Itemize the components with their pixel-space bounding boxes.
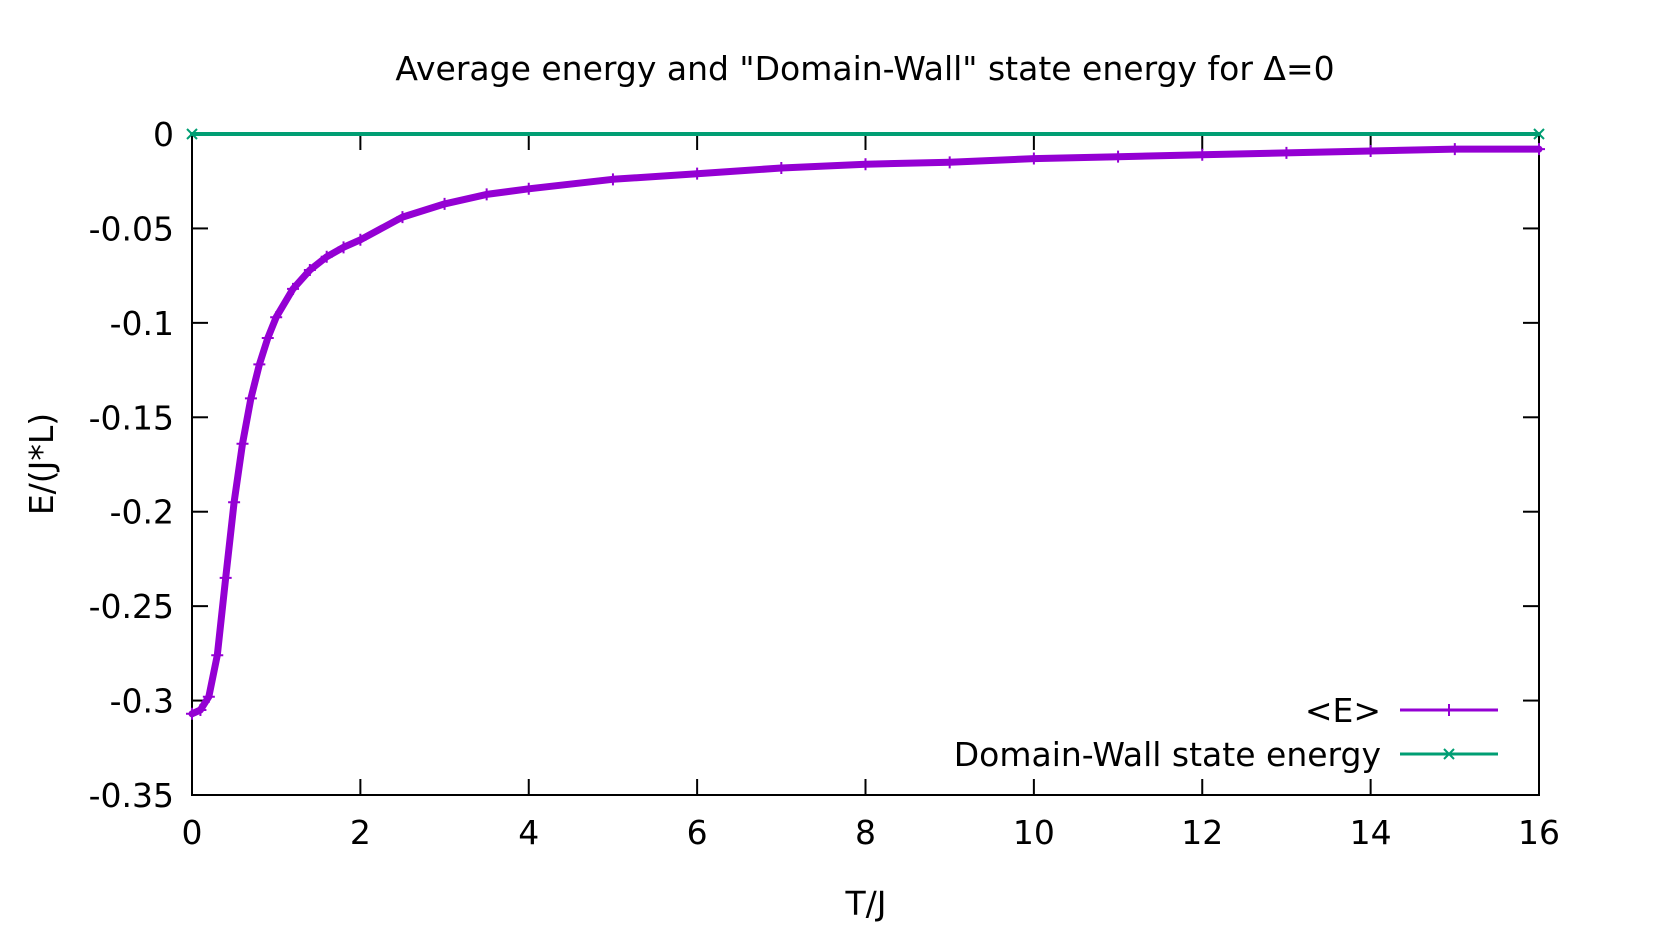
- y-tick: -0.25: [89, 587, 1539, 626]
- data-point: [1027, 152, 1040, 165]
- data-point: [354, 233, 367, 246]
- data-point: [228, 496, 241, 509]
- data-point: [1196, 148, 1209, 161]
- data-point: [1448, 143, 1461, 156]
- x-tick: 12: [1181, 134, 1223, 852]
- x-tick: 8: [855, 134, 876, 852]
- y-tick-label: 0: [153, 115, 174, 154]
- y-tick-label: -0.05: [89, 209, 174, 248]
- x-tick: 2: [350, 134, 371, 852]
- x-ticks: 0 2 4 6 8 10 12 14 16: [182, 134, 1560, 852]
- data-point: [396, 211, 409, 224]
- data-point: [480, 188, 493, 201]
- data-point: [219, 571, 232, 584]
- x-tick-label: 6: [687, 813, 708, 852]
- chart-title: Average energy and "Domain-Wall" state e…: [395, 49, 1334, 88]
- data-point: [244, 392, 257, 405]
- data-point: [1364, 144, 1377, 157]
- x-tick-label: 10: [1013, 813, 1055, 852]
- data-point: [287, 282, 300, 295]
- data-point: [859, 158, 872, 171]
- y-tick: -0.2: [110, 493, 1539, 532]
- x-tick-label: 4: [518, 813, 539, 852]
- data-point: [606, 173, 619, 186]
- series-layer: [186, 128, 1545, 720]
- data-point: [261, 331, 274, 344]
- x-tick: 0: [182, 134, 203, 852]
- data-point: [253, 358, 266, 371]
- data-point: [320, 250, 333, 263]
- legend-marker: [1443, 704, 1455, 716]
- x-tick-label: 14: [1350, 813, 1392, 852]
- x-tick-label: 2: [350, 813, 371, 852]
- legend: <E> Domain-Wall state energy: [954, 691, 1498, 774]
- legend-label: Domain-Wall state energy: [954, 735, 1381, 774]
- data-point: [337, 241, 350, 254]
- legend-entry: Domain-Wall state energy: [954, 735, 1498, 774]
- y-ticks: 0 -0.05 -0.1 -0.15 -0.2 -0.25 -0.3 -0.35: [89, 115, 1539, 815]
- data-point: [186, 707, 198, 720]
- data-point: [775, 161, 788, 174]
- data-point: [303, 263, 316, 276]
- x-tick: 10: [1013, 134, 1055, 852]
- x-tick: 16: [1518, 134, 1560, 852]
- y-axis-label: E/(J*L): [22, 413, 61, 515]
- x-tick-label: 8: [855, 813, 876, 852]
- y-tick-label: -0.35: [89, 776, 174, 815]
- legend-marker: [1443, 748, 1455, 760]
- data-point: [186, 128, 198, 140]
- data-point: [1533, 143, 1545, 156]
- x-tick-label: 12: [1181, 813, 1223, 852]
- y-tick: -0.1: [110, 304, 1539, 343]
- data-point: [202, 690, 215, 703]
- series-1: [186, 128, 1545, 140]
- data-point: [270, 311, 283, 324]
- y-tick: -0.3: [110, 682, 1539, 721]
- y-tick-label: -0.25: [89, 587, 174, 626]
- data-point: [943, 156, 956, 169]
- data-point: [1280, 146, 1293, 159]
- x-axis-label: T/J: [844, 884, 886, 923]
- legend-entry: <E>: [1305, 691, 1498, 730]
- x-tick: 6: [687, 134, 708, 852]
- x-tick: 4: [518, 134, 539, 852]
- data-point: [1533, 128, 1545, 140]
- y-tick: -0.05: [89, 209, 1539, 248]
- y-tick-label: -0.2: [110, 493, 174, 532]
- x-tick-label: 16: [1518, 813, 1560, 852]
- y-tick: -0.15: [89, 398, 1539, 437]
- data-point: [236, 437, 249, 450]
- y-tick: -0.35: [89, 776, 1539, 815]
- legend-label: <E>: [1305, 691, 1381, 730]
- series-0: [186, 143, 1545, 720]
- series-line: [188, 145, 1543, 718]
- data-point: [438, 197, 451, 210]
- data-point: [194, 704, 207, 717]
- data-point: [691, 167, 704, 180]
- data-point: [522, 182, 535, 195]
- x-tick-label: 0: [182, 813, 203, 852]
- y-tick-label: -0.15: [89, 398, 174, 437]
- data-point: [1112, 150, 1125, 163]
- data-point: [211, 649, 224, 662]
- y-tick-label: -0.1: [110, 304, 174, 343]
- y-tick-label: -0.3: [110, 682, 174, 721]
